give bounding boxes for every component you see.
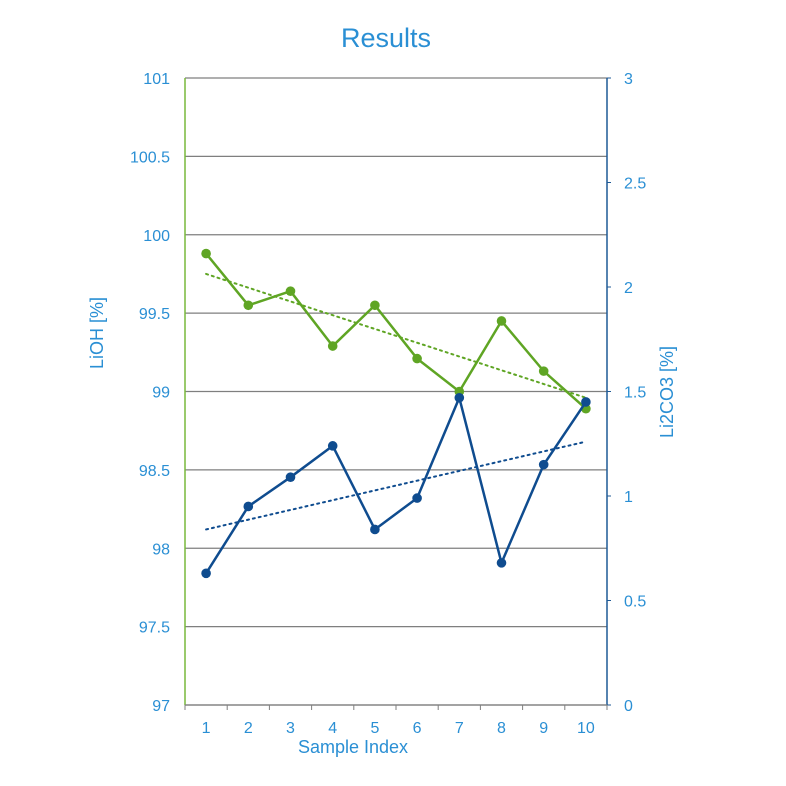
data-point-right [243, 501, 254, 512]
y-tick-label-right: 1.5 [624, 385, 646, 402]
gridlines [185, 77, 607, 706]
x-tick-label: 4 [328, 720, 337, 737]
x-tick-label: 5 [370, 720, 379, 737]
data-point-right [327, 441, 338, 451]
x-tick-label: 2 [244, 720, 253, 737]
x-axis-label: Sample Index [298, 737, 408, 757]
x-tick-label: 7 [455, 720, 464, 737]
data-point-right [496, 558, 507, 568]
y-axis-label-right: Li2CO3 [%] [657, 346, 677, 438]
series-lines [201, 248, 591, 579]
data-point-left [327, 341, 338, 351]
y-tick-label-left: 100 [143, 228, 170, 245]
chart-title: Results [341, 23, 431, 53]
trendlines [205, 272, 587, 531]
series-line-left [205, 252, 587, 410]
x-tick-label: 10 [577, 720, 595, 737]
y-tick-label-left: 98.5 [139, 463, 170, 480]
x-tick-label: 8 [497, 720, 506, 737]
data-point-right [285, 472, 296, 482]
x-tick-label: 1 [202, 720, 211, 737]
y-tick-label-right: 1 [624, 489, 633, 506]
data-point-left [412, 353, 422, 364]
data-point-left [201, 248, 211, 259]
data-point-right [538, 459, 549, 470]
x-tick-label: 3 [286, 720, 295, 737]
axes [184, 77, 611, 710]
x-tick-label: 6 [413, 720, 422, 737]
x-tick-label: 9 [539, 720, 548, 737]
y-tick-label-left: 97.5 [139, 620, 170, 637]
y-tick-label-right: 2.5 [624, 176, 646, 193]
trendline-left [205, 272, 587, 399]
y-tick-label-right: 2 [624, 280, 633, 297]
y-tick-label-left: 99 [152, 385, 170, 402]
y-tick-label-left: 97 [152, 698, 170, 715]
trendline-right [205, 440, 587, 531]
tick-labels: 101100.510099.59998.59897.59732.521.510.… [130, 71, 646, 737]
data-point-right [581, 397, 591, 407]
y-tick-label-left: 99.5 [139, 306, 170, 323]
data-point-right [454, 392, 465, 403]
data-point-left [496, 316, 507, 326]
data-point-right [370, 524, 380, 535]
data-point-left [538, 366, 549, 376]
data-point-left [370, 300, 380, 311]
y-tick-label-left: 98 [152, 541, 170, 558]
data-point-left [243, 300, 254, 311]
y-tick-label-left: 101 [143, 71, 170, 88]
y-tick-label-left: 100.5 [130, 149, 170, 166]
data-point-right [201, 568, 211, 579]
y-tick-label-right: 0 [624, 698, 633, 715]
y-axis-label-left: LiOH [%] [87, 297, 107, 369]
y-tick-label-right: 3 [624, 71, 633, 88]
y-tick-label-right: 0.5 [624, 594, 646, 611]
data-point-left [285, 286, 296, 296]
series-line-right [205, 396, 587, 574]
data-point-right [412, 493, 422, 503]
